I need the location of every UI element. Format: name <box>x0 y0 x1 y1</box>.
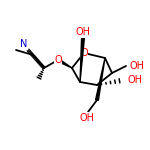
Text: OH: OH <box>75 27 90 37</box>
Text: OH: OH <box>80 113 94 123</box>
Polygon shape <box>57 59 72 68</box>
Text: O: O <box>54 55 62 65</box>
Text: OH: OH <box>130 61 145 71</box>
Text: OH: OH <box>128 75 143 85</box>
Text: O: O <box>80 48 88 58</box>
Polygon shape <box>80 38 84 82</box>
Polygon shape <box>96 58 105 100</box>
Text: N: N <box>20 39 28 49</box>
